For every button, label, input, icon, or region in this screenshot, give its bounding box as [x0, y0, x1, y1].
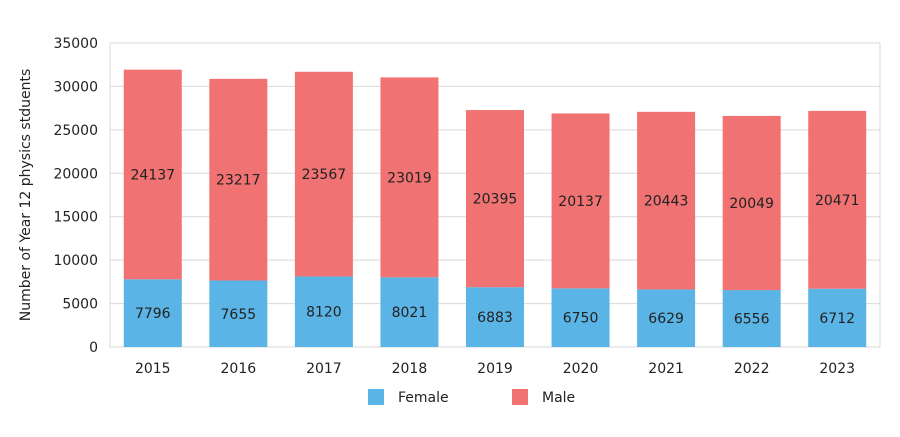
data-label-female-2023: 6712 [819, 311, 855, 327]
data-label-male-2016: 23217 [216, 173, 261, 189]
x-tick-label: 2021 [648, 361, 684, 377]
bar-male-2023 [808, 110, 867, 289]
bar-female-2016 [209, 280, 268, 347]
bar-male-2022 [722, 115, 781, 291]
bar-female-2019 [466, 287, 524, 347]
bar-male-2016 [209, 78, 268, 281]
bar-female-2018 [380, 277, 439, 347]
legend-swatch-male [512, 389, 528, 405]
bar-female-2023 [808, 288, 867, 347]
data-label-male-2019: 20395 [473, 192, 518, 208]
data-label-male-2018: 23019 [387, 170, 432, 186]
y-tick-label: 35000 [53, 36, 98, 52]
data-label-male-2017: 23567 [302, 167, 347, 183]
y-axis: 0 5000 10000 15000 20000 25000 30000 35000 [53, 36, 98, 356]
legend-swatch-female [368, 389, 384, 405]
y-tick-label: 0 [89, 340, 98, 356]
bar-male-2017 [294, 71, 353, 277]
bar-male-2020 [551, 113, 610, 289]
x-tick-label: 2015 [135, 361, 171, 377]
x-tick-label: 2023 [819, 361, 855, 377]
y-tick-label: 25000 [53, 123, 98, 139]
data-label-female-2018: 8021 [392, 305, 428, 321]
y-tick-label: 30000 [53, 79, 98, 95]
data-label-male-2022: 20049 [729, 196, 774, 212]
x-tick-label: 2017 [306, 361, 342, 377]
data-label-female-2017: 8120 [306, 305, 342, 321]
x-tick-label: 2020 [563, 361, 599, 377]
y-tick-label: 20000 [53, 166, 98, 182]
bar-female-2017 [294, 276, 353, 347]
x-tick-label: 2019 [477, 361, 513, 377]
bar-female-2020 [551, 288, 610, 347]
bar-labels: 7796 24137 7655 23217 8120 23567 8021 23019 6883… [131, 167, 860, 327]
data-label-female-2020: 6750 [563, 311, 599, 327]
data-label-male-2020: 20137 [558, 194, 603, 210]
legend-label-female: Female [398, 390, 449, 406]
bar-female-2015 [123, 279, 182, 347]
bar-male-2015 [123, 69, 182, 280]
bars [123, 69, 867, 347]
x-axis: 2015 2016 2017 2018 2019 2020 2021 2022 2023 [135, 361, 855, 377]
legend: Female Male [368, 389, 575, 406]
data-label-female-2022: 6556 [734, 312, 770, 328]
y-tick-label: 15000 [53, 210, 98, 226]
data-label-female-2021: 6629 [648, 311, 684, 327]
y-axis-title: Number of Year 12 physics stduents [18, 69, 34, 321]
y-tick-label: 10000 [53, 253, 98, 269]
x-tick-label: 2016 [221, 361, 257, 377]
bar-male-2021 [637, 111, 696, 290]
data-label-female-2019: 6883 [477, 310, 513, 326]
data-label-female-2016: 7655 [221, 307, 257, 323]
data-label-female-2015: 7796 [135, 306, 171, 322]
bar-female-2022 [722, 290, 781, 347]
x-tick-label: 2022 [734, 361, 770, 377]
bar-male-2018 [380, 77, 439, 278]
y-tick-label: 5000 [62, 297, 98, 313]
bar-female-2021 [637, 289, 696, 347]
x-tick-label: 2018 [392, 361, 428, 377]
legend-label-male: Male [542, 390, 575, 406]
bar-male-2019 [466, 110, 524, 288]
data-label-male-2023: 20471 [815, 193, 860, 209]
data-label-male-2015: 24137 [131, 167, 176, 183]
data-label-male-2021: 20443 [644, 194, 689, 210]
